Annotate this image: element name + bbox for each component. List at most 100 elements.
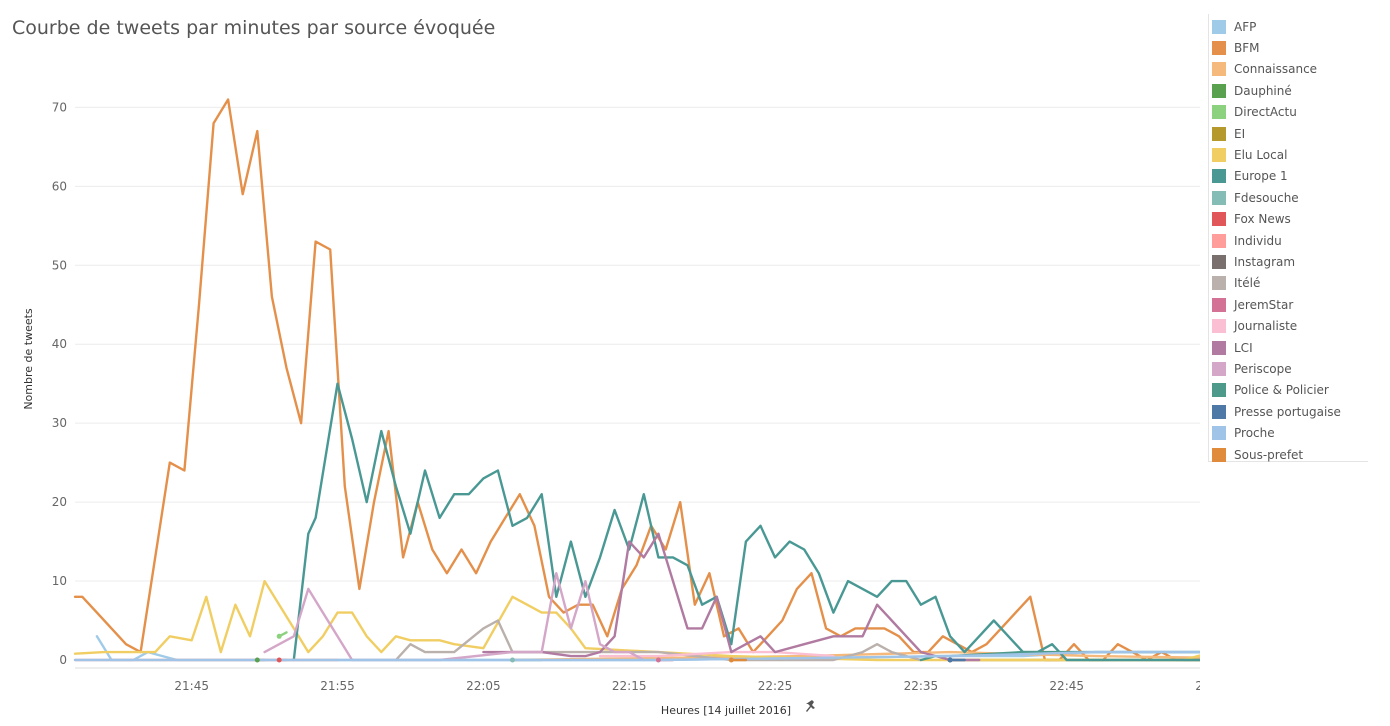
legend-item[interactable]: Presse portugaise	[1209, 401, 1368, 422]
series-line-lci[interactable]	[482, 532, 981, 662]
legend-item[interactable]: Europe 1	[1209, 166, 1368, 187]
legend-item[interactable]: Individu	[1209, 230, 1368, 251]
legend-swatch	[1212, 212, 1226, 227]
series-point-fox-news[interactable]	[276, 657, 282, 663]
legend-item[interactable]: Proche	[1209, 422, 1368, 443]
legend-label: JeremStar	[1234, 297, 1294, 312]
legend-swatch	[1212, 169, 1226, 184]
legend-item[interactable]: EI	[1209, 123, 1368, 144]
legend-label: BFM	[1234, 41, 1260, 56]
x-tick-label: 22:05	[466, 679, 501, 693]
legend-swatch	[1212, 105, 1226, 120]
series-line-it-l-[interactable]	[394, 619, 923, 662]
series-layer	[73, 98, 1200, 663]
legend-item[interactable]: Instagram	[1209, 251, 1368, 272]
x-tick-label: 22:15	[612, 679, 647, 693]
legend-swatch	[1212, 126, 1226, 141]
legend-label: Connaissance	[1234, 62, 1318, 77]
legend-label: Europe 1	[1234, 169, 1288, 184]
series-point-presse-portugaise[interactable]	[947, 657, 953, 663]
x-tick-label: 22:55	[1195, 679, 1200, 693]
legend-item[interactable]: Connaissance	[1209, 59, 1368, 80]
y-axis-title: Nombre de tweets	[22, 308, 35, 410]
legend-swatch	[1212, 233, 1226, 248]
y-tick-label: 0	[59, 653, 67, 667]
legend-swatch	[1212, 254, 1226, 269]
x-tick-label: 22:35	[904, 679, 939, 693]
x-tick-label: 21:55	[320, 679, 355, 693]
legend-label: Sous-prefet	[1234, 447, 1304, 462]
legend-item[interactable]: Journaliste	[1209, 315, 1368, 336]
legend-item[interactable]: DirectActu	[1209, 102, 1368, 123]
legend-label: Journaliste	[1234, 319, 1298, 334]
legend-label: Individu	[1234, 233, 1282, 248]
legend-swatch	[1212, 340, 1226, 355]
legend-swatch	[1212, 41, 1226, 56]
legend-swatch	[1212, 276, 1226, 291]
y-tick-label: 70	[52, 100, 67, 114]
series-point-dauphin-[interactable]	[254, 657, 260, 663]
series-line-elu-local[interactable]	[73, 579, 1200, 662]
legend-swatch	[1212, 62, 1226, 77]
legend-swatch	[1212, 447, 1226, 462]
legend-swatch	[1212, 404, 1226, 419]
y-tick-label: 60	[52, 179, 67, 193]
legend-swatch	[1212, 19, 1226, 34]
series-line-periscope[interactable]	[263, 572, 645, 662]
legend-label: Elu Local	[1234, 148, 1288, 163]
legend-item[interactable]: LCI	[1209, 337, 1368, 358]
legend-label: Periscope	[1234, 361, 1292, 376]
legend-label: EI	[1234, 126, 1246, 141]
series-point-jeremstar[interactable]	[655, 657, 661, 663]
y-tick-label: 40	[52, 337, 67, 351]
series-point-fdesouche[interactable]	[510, 657, 515, 663]
series-line-bfm[interactable]	[73, 98, 1200, 662]
series-point-directactu[interactable]	[276, 633, 282, 639]
y-tick-label: 20	[52, 495, 67, 509]
legend-item[interactable]: Elu Local	[1209, 144, 1368, 165]
legend-label: DirectActu	[1234, 105, 1297, 120]
pin-icon[interactable]	[806, 700, 815, 712]
y-tick-label: 10	[52, 574, 67, 588]
legend-label: Itélé	[1234, 276, 1261, 291]
legend-swatch	[1212, 148, 1226, 163]
legend-label: Police & Policier	[1234, 383, 1329, 398]
legend-label: Proche	[1234, 426, 1275, 441]
x-tick-label: 22:25	[758, 679, 793, 693]
legend-item[interactable]: AFP	[1209, 16, 1368, 37]
legend-label: Fdesouche	[1234, 190, 1299, 205]
legend-label: Instagram	[1234, 254, 1296, 269]
chart-title: Courbe de tweets par minutes par source …	[12, 17, 496, 39]
x-tick-label: 22:45	[1049, 679, 1084, 693]
legend-item[interactable]: Fdesouche	[1209, 187, 1368, 208]
legend-item[interactable]: Dauphiné	[1209, 80, 1368, 101]
legend-label: AFP	[1234, 19, 1257, 34]
grid-layer	[75, 106, 1200, 582]
legend-swatch	[1212, 383, 1226, 398]
x-tick-label: 21:45	[174, 679, 209, 693]
y-tick-label: 50	[52, 258, 67, 272]
series-line-europe-1[interactable]	[292, 382, 1200, 662]
legend-item[interactable]: Itélé	[1209, 273, 1368, 294]
legend-swatch	[1212, 297, 1226, 312]
legend-item[interactable]: Sous-prefet	[1209, 444, 1368, 465]
legend-swatch	[1212, 319, 1226, 334]
line-chart[interactable]: 0 10 20 30 40 50 60 70 21:45 21:55 22:05 22:15 22:25…	[0, 0, 1200, 726]
legend-swatch	[1212, 83, 1226, 98]
x-axis-title: Heures [14 juillet 2016]	[661, 704, 791, 717]
axis-layer: 0 10 20 30 40 50 60 70 21:45 21:55 22:05 22:15 22:25…	[52, 100, 1200, 712]
legend-item[interactable]: Police & Policier	[1209, 380, 1368, 401]
legend-item[interactable]: JeremStar	[1209, 294, 1368, 315]
legend-label: LCI	[1234, 340, 1253, 355]
legend-item[interactable]: Periscope	[1209, 358, 1368, 379]
series-point-sous-prefet[interactable]	[728, 657, 734, 663]
legend-swatch	[1212, 190, 1226, 205]
y-tick-label: 30	[52, 416, 67, 430]
legend-label: Presse portugaise	[1234, 404, 1341, 419]
legend-item[interactable]: BFM	[1209, 37, 1368, 58]
legend-item[interactable]: Fox News	[1209, 209, 1368, 230]
legend-label: Fox News	[1234, 212, 1291, 227]
series-line-proche[interactable]	[73, 650, 1200, 662]
legend-swatch	[1212, 361, 1226, 376]
